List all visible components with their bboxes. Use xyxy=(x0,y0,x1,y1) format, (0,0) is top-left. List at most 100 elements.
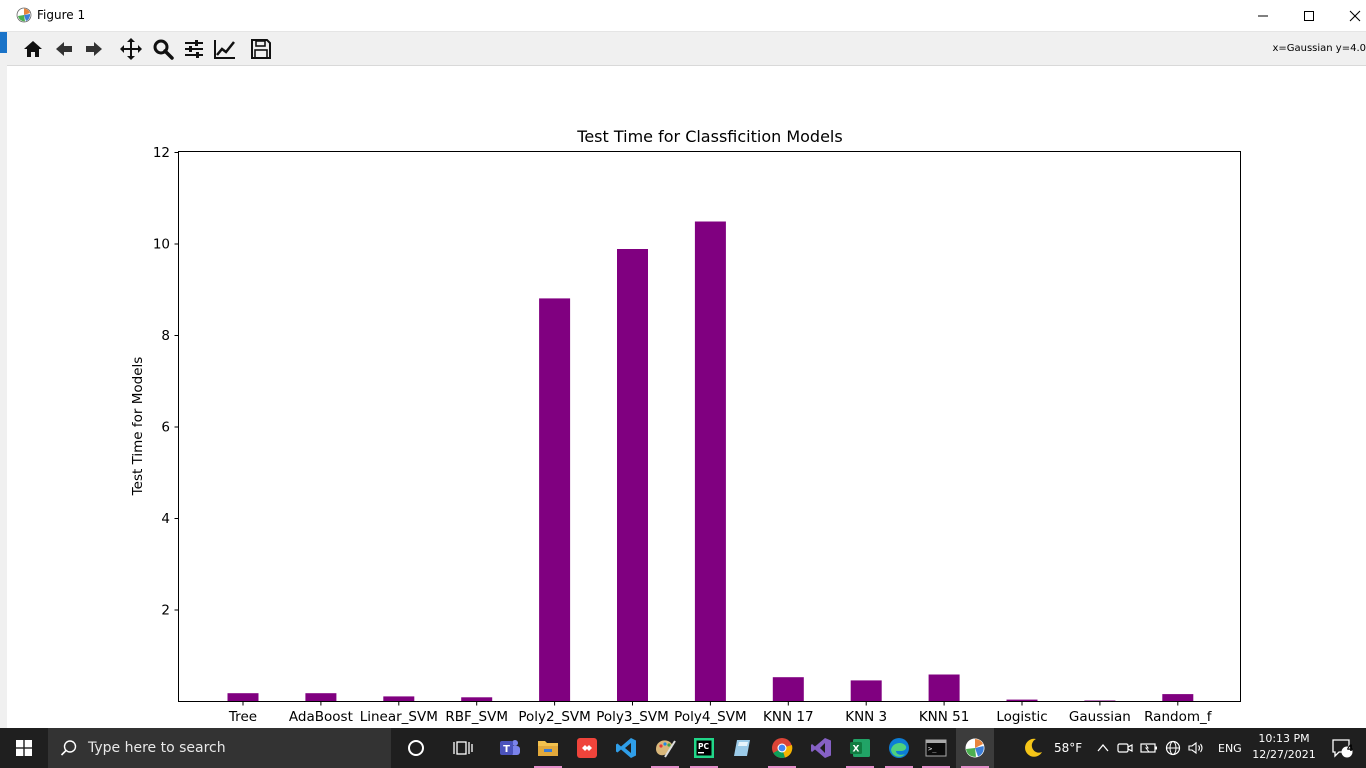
bar xyxy=(1006,699,1038,701)
taskbar-clock[interactable]: 10:13 PM 12/27/2021 xyxy=(1246,731,1322,763)
window-titlebar[interactable]: Figure 1 xyxy=(0,0,1366,32)
notification-center-button[interactable]: 4 xyxy=(1322,728,1362,768)
edge-icon xyxy=(889,738,909,758)
windows-logo-icon xyxy=(16,740,32,756)
maximize-icon xyxy=(1304,10,1314,21)
back-button[interactable] xyxy=(50,35,78,63)
figure-app-icon xyxy=(16,7,32,23)
x-tick-label: KNN 51 xyxy=(919,709,970,725)
bar xyxy=(928,674,960,701)
excel-button[interactable]: X xyxy=(841,728,879,768)
vscode-icon xyxy=(616,738,636,758)
weather-temperature: 58°F xyxy=(1054,741,1083,755)
volume-icon[interactable] xyxy=(1188,741,1204,755)
minimize-button[interactable] xyxy=(1240,0,1286,31)
notepad-button[interactable] xyxy=(724,728,762,768)
python-figure-icon xyxy=(965,738,985,758)
edit-axis-button[interactable] xyxy=(211,35,239,63)
x-tick-label: Logistic xyxy=(996,709,1047,725)
anydesk-button[interactable] xyxy=(568,728,606,768)
meet-now-icon[interactable] xyxy=(1117,741,1133,755)
home-icon xyxy=(24,41,42,57)
pan-button[interactable] xyxy=(117,35,145,63)
file-explorer-icon xyxy=(538,741,558,756)
bar xyxy=(1084,700,1116,701)
network-globe-icon[interactable] xyxy=(1165,740,1181,756)
edit-axis-icon xyxy=(214,40,235,59)
home-button[interactable] xyxy=(19,35,47,63)
bar xyxy=(305,693,337,701)
teams-button[interactable]: T xyxy=(491,728,529,768)
y-tick-label: 2 xyxy=(161,603,170,619)
window-title: Figure 1 xyxy=(37,8,86,22)
bar-chart[interactable]: Test Time for Classficition Models Test … xyxy=(7,66,1366,728)
battery-icon[interactable] xyxy=(1140,741,1158,755)
bar xyxy=(694,221,726,701)
x-tick-label: Tree xyxy=(228,709,257,725)
paint-button[interactable] xyxy=(646,728,684,768)
bar-group xyxy=(227,221,1194,701)
file-explorer-button[interactable] xyxy=(529,728,567,768)
coordinate-readout: x=Gaussian y=4.0 xyxy=(1272,43,1366,54)
close-icon xyxy=(1349,10,1361,21)
terminal-icon: >_ xyxy=(925,739,947,757)
forward-button[interactable] xyxy=(80,35,108,63)
y-axis-ticks: 2 4 6 8 10 12 xyxy=(153,145,179,619)
clock-time: 10:13 PM xyxy=(1258,732,1310,745)
notepad-icon xyxy=(734,740,750,756)
subplots-config-icon xyxy=(185,40,203,58)
terminal-button[interactable]: >_ xyxy=(917,728,955,768)
close-button[interactable] xyxy=(1332,0,1366,31)
zoom-button[interactable] xyxy=(149,35,177,63)
bar xyxy=(461,697,493,701)
chrome-button[interactable] xyxy=(763,728,801,768)
x-tick-label: Poly3_SVM xyxy=(596,709,668,725)
save-button[interactable] xyxy=(247,35,275,63)
visual-studio-button[interactable] xyxy=(802,728,840,768)
bar xyxy=(383,696,415,701)
python-figure-button[interactable] xyxy=(956,728,994,768)
y-tick-label: 8 xyxy=(161,328,170,344)
subplots-config-button[interactable] xyxy=(180,35,208,63)
start-button[interactable] xyxy=(0,728,48,768)
x-tick-label: KNN 17 xyxy=(763,709,814,725)
x-tick-label: Linear_SVM xyxy=(360,709,438,725)
maximize-button[interactable] xyxy=(1286,0,1332,31)
bar xyxy=(227,693,259,701)
task-view-button[interactable] xyxy=(444,728,482,768)
chevron-up-icon[interactable] xyxy=(1096,741,1110,755)
search-icon xyxy=(60,740,77,756)
y-axis-label: Test Time for Models xyxy=(130,357,146,497)
anydesk-icon xyxy=(577,738,597,758)
excel-icon: X xyxy=(850,739,870,757)
windows-taskbar: Type here to search T PC X xyxy=(0,728,1366,768)
x-axis-ticks: Tree AdaBoost Linear_SVM RBF_SVM Poly2_SVM Po… xyxy=(228,701,1213,725)
teams-icon: T xyxy=(500,740,520,755)
search-placeholder: Type here to search xyxy=(88,740,226,756)
bar xyxy=(772,677,804,701)
notification-count: 4 xyxy=(1346,744,1354,754)
taskbar-search-box[interactable]: Type here to search xyxy=(48,728,391,768)
vscode-button[interactable] xyxy=(607,728,645,768)
bar xyxy=(1162,694,1194,701)
chrome-icon xyxy=(772,738,793,758)
forward-arrow-icon xyxy=(86,42,102,56)
cortana-button[interactable] xyxy=(397,728,435,768)
system-tray xyxy=(1096,728,1204,768)
x-tick-label: AdaBoost xyxy=(289,709,353,725)
input-language[interactable]: ENG xyxy=(1218,742,1242,755)
weather-widget[interactable]: 58°F xyxy=(1022,728,1082,768)
svg-text:T: T xyxy=(503,744,510,755)
svg-text:PC: PC xyxy=(698,742,709,751)
plot-area-frame xyxy=(178,151,1241,702)
figure-canvas[interactable]: Test Time for Classficition Models Test … xyxy=(7,66,1366,728)
minimize-icon xyxy=(1258,15,1268,16)
edge-button[interactable] xyxy=(880,728,918,768)
y-tick-label: 6 xyxy=(161,420,170,436)
x-tick-label: Poly4_SVM xyxy=(674,709,746,725)
bar xyxy=(850,680,882,701)
pycharm-button[interactable]: PC xyxy=(685,728,723,768)
task-view-icon xyxy=(453,741,473,755)
bar xyxy=(617,249,648,701)
y-tick-label: 12 xyxy=(153,145,170,161)
